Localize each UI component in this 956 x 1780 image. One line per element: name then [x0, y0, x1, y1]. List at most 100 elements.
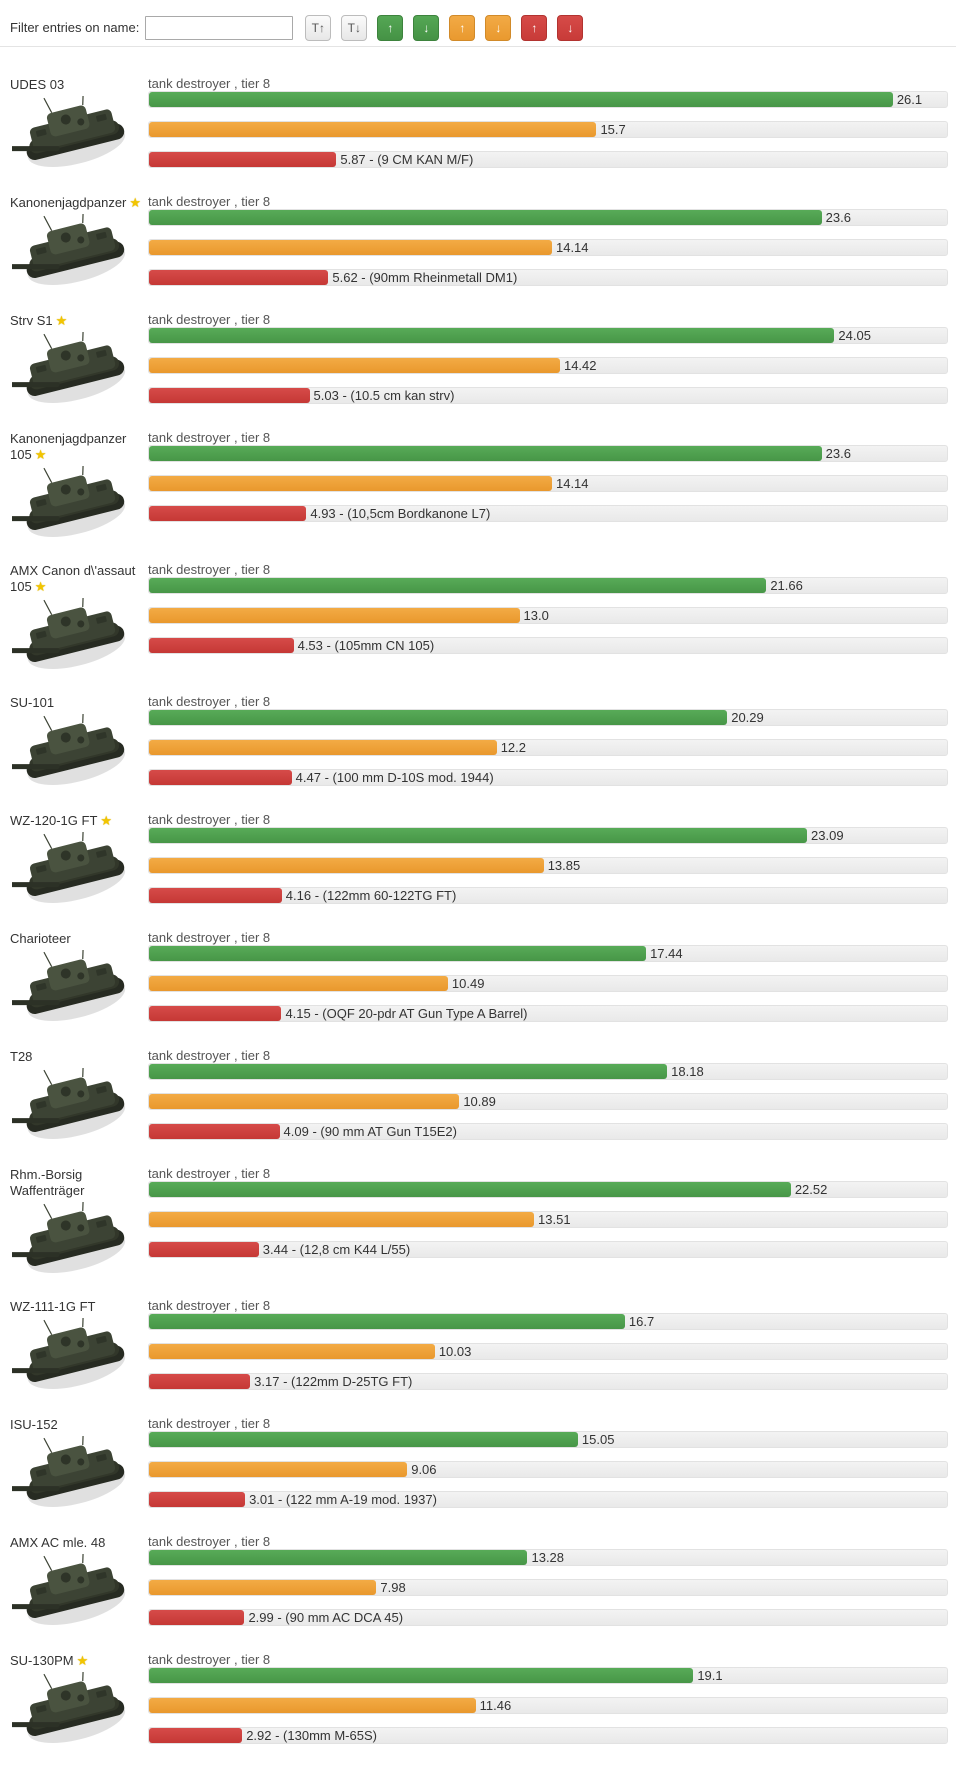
tank-type-label: tank destroyer , tier 8 — [148, 1298, 271, 1313]
red-bar-value-and-gun: 4.53 - (105mm CN 105) — [297, 638, 435, 653]
green-bar-value: 19.1 — [697, 1668, 723, 1683]
red-bar-value-and-gun: 4.09 - (90 mm AT Gun T15E2) — [283, 1124, 457, 1139]
orange-bar-fill — [149, 1094, 460, 1109]
green-bar-fill — [149, 1314, 625, 1329]
tank-type-label: tank destroyer , tier 8 — [148, 194, 271, 209]
orange-bar-track: 10.89 — [148, 1093, 948, 1110]
orange-bar-value: 14.14 — [555, 476, 589, 491]
tank-name: AMX Canon d\'assaut 105 ★ — [10, 563, 148, 595]
sort-red-desc-button[interactable]: ↓ — [557, 14, 584, 41]
arrow-icon: ↑ — [531, 20, 538, 35]
orange-bar-fill — [149, 1344, 435, 1359]
green-bar-value: 26.1 — [896, 92, 923, 107]
green-bar-track: 16.7 — [148, 1313, 948, 1330]
orange-bar-track: 13.0 — [148, 607, 948, 624]
green-bar-value: 16.7 — [628, 1314, 655, 1329]
sort-name-desc-button[interactable]: T↓ — [341, 14, 368, 41]
green-bar-value: 23.6 — [825, 210, 851, 225]
red-bar-value-and-gun: 5.87 - (9 CM KAN M/F) — [340, 152, 474, 167]
sort-name-asc-button[interactable]: T↑ — [305, 14, 332, 41]
tank-image — [12, 1436, 136, 1516]
tank-info-column: ISU-152 — [10, 1417, 148, 1508]
orange-bar-track: 9.06 — [148, 1461, 948, 1478]
red-bar-value-and-gun: 4.16 - (122mm 60-122TG FT) — [285, 888, 457, 903]
orange-bar-value: 7.98 — [380, 1580, 406, 1595]
green-bar-fill — [149, 1668, 694, 1683]
filter-toolbar: Filter entries on name: T↑ T↓ ↑ ↓ ↑ ↓ ↑ … — [0, 0, 956, 47]
green-bar-track: 23.6 — [148, 445, 948, 462]
tank-row: Charioteer tank destroyer , tier 8 17.44… — [10, 931, 948, 1022]
tank-row: UDES 03 tank destroyer , tier 8 26.1 15.… — [10, 77, 948, 168]
red-bar-value-and-gun: 5.62 - (90mm Rheinmetall DM1) — [332, 270, 518, 285]
tank-row: SU-101 tank destroyer , tier 8 20.29 12.… — [10, 695, 948, 786]
tank-name-label: Kanonenjagdpanzer 105 — [10, 431, 127, 462]
green-bar-value: 21.66 — [770, 578, 803, 593]
tank-name-label: SU-130PM — [10, 1653, 74, 1668]
tank-bars-column: tank destroyer , tier 8 18.18 10.89 4.09… — [148, 1049, 948, 1140]
tank-bars-column: tank destroyer , tier 8 20.29 12.2 4.47 … — [148, 695, 948, 786]
tank-info-column: SU-101 — [10, 695, 148, 786]
orange-bar-fill — [149, 1698, 476, 1713]
tank-info-column: T28 — [10, 1049, 148, 1140]
tank-type-label: tank destroyer , tier 8 — [148, 930, 271, 945]
tank-bars-column: tank destroyer , tier 8 23.09 13.85 4.16… — [148, 813, 948, 904]
red-bar-track: 4.15 - (OQF 20-pdr AT Gun Type A Barrel) — [148, 1005, 948, 1022]
tank-info-column: Kanonenjagdpanzer ★ — [10, 195, 148, 286]
tank-name: T28 — [10, 1049, 148, 1065]
orange-bar-track: 10.03 — [148, 1343, 948, 1360]
green-bar-fill — [149, 446, 822, 461]
orange-bar-fill — [149, 740, 497, 755]
orange-bar-value: 14.14 — [555, 240, 589, 255]
tank-bars-column: tank destroyer , tier 8 22.52 13.51 3.44… — [148, 1167, 948, 1272]
tank-row: WZ-111-1G FT tank destroyer , tier 8 16.… — [10, 1299, 948, 1390]
tank-row: T28 tank destroyer , tier 8 18.18 10.89 … — [10, 1049, 948, 1140]
red-bar-value-and-gun: 3.44 - (12,8 cm K44 L/55) — [262, 1242, 411, 1257]
tank-type-label: tank destroyer , tier 8 — [148, 76, 271, 91]
red-bar-track: 4.47 - (100 mm D-10S mod. 1944) — [148, 769, 948, 786]
sort-orange-desc-button[interactable]: ↓ — [485, 14, 512, 41]
sort-orange-asc-button[interactable]: ↑ — [449, 14, 476, 41]
orange-bar-value: 12.2 — [500, 740, 526, 755]
red-bar-track: 3.01 - (122 mm A-19 mod. 1937) — [148, 1491, 948, 1508]
orange-bar-value: 14.42 — [563, 358, 597, 373]
tank-bars-column: tank destroyer , tier 8 21.66 13.0 4.53 … — [148, 563, 948, 668]
orange-bar-fill — [149, 1212, 535, 1227]
tank-bars-column: tank destroyer , tier 8 15.05 9.06 3.01 … — [148, 1417, 948, 1508]
sort-green-desc-button[interactable]: ↓ — [413, 14, 440, 41]
tank-info-column: Charioteer — [10, 931, 148, 1022]
tank-info-column: SU-130PM ★ — [10, 1653, 148, 1744]
sort-red-asc-button[interactable]: ↑ — [521, 14, 548, 41]
red-bar-fill — [149, 270, 329, 285]
green-bar-track: 23.6 — [148, 209, 948, 226]
orange-bar-track: 14.42 — [148, 357, 948, 374]
tank-row: WZ-120-1G FT ★ tank destroyer , tier 8 23… — [10, 813, 948, 904]
filter-name-input[interactable] — [145, 15, 294, 40]
red-bar-value-and-gun: 2.92 - (130mm M-65S) — [246, 1728, 377, 1743]
tank-name-label: Charioteer — [10, 931, 71, 946]
orange-bar-track: 13.85 — [148, 857, 948, 874]
orange-bar-value: 10.89 — [463, 1094, 496, 1109]
tank-name: SU-130PM ★ — [10, 1653, 148, 1669]
tank-info-column: Rhm.-Borsig Waffenträger — [10, 1167, 148, 1272]
red-bar-track: 4.09 - (90 mm AT Gun T15E2) — [148, 1123, 948, 1140]
red-bar-track: 2.92 - (130mm M-65S) — [148, 1727, 948, 1744]
tank-bars-column: tank destroyer , tier 8 13.28 7.98 2.99 … — [148, 1535, 948, 1626]
sort-green-asc-button[interactable]: ↑ — [377, 14, 404, 41]
tank-type-label: tank destroyer , tier 8 — [148, 562, 271, 577]
green-bar-fill — [149, 1064, 668, 1079]
orange-bar-track: 15.7 — [148, 121, 948, 138]
green-bar-fill — [149, 1182, 791, 1197]
tank-bars-column: tank destroyer , tier 8 23.6 14.14 4.93 … — [148, 431, 948, 536]
orange-bar-value: 13.51 — [538, 1212, 571, 1227]
tank-name-label: AMX Canon d\'assaut 105 — [10, 563, 136, 594]
tank-name: Kanonenjagdpanzer 105 ★ — [10, 431, 148, 463]
green-bar-track: 13.28 — [148, 1549, 948, 1566]
red-bar-fill — [149, 1374, 251, 1389]
orange-bar-value: 10.03 — [438, 1344, 472, 1359]
red-bar-value-and-gun: 3.17 - (122mm D-25TG FT) — [254, 1374, 413, 1389]
tank-row: ISU-152 tank destroyer , tier 8 15.05 9.… — [10, 1417, 948, 1508]
star-icon: ★ — [100, 813, 113, 828]
red-bar-value-and-gun: 5.03 - (10.5 cm kan strv) — [313, 388, 455, 403]
tank-name-label: AMX AC mle. 48 — [10, 1535, 106, 1550]
tank-row: Strv S1 ★ tank destroyer , tier 8 24.05 1… — [10, 313, 948, 404]
